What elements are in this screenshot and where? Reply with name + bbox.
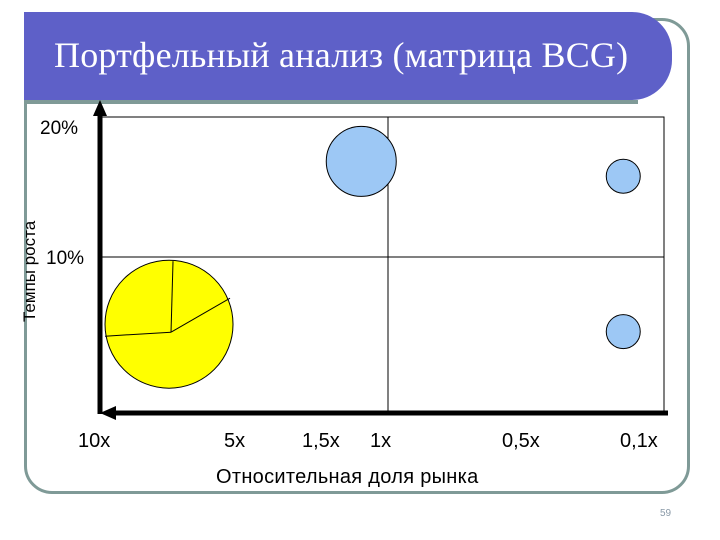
pie-bubble-disc <box>104 259 234 389</box>
x-tick-label-0-5x: 0,5x <box>502 430 540 452</box>
x-axis-arrowhead <box>100 406 116 420</box>
y-tick-label-20: 20% <box>40 118 79 139</box>
title-underline <box>24 100 638 104</box>
x-tick-label-1-5x: 1,5x <box>302 430 340 452</box>
pie-slice-divider-0 <box>170 261 174 333</box>
y-axis-arrowhead <box>93 100 107 116</box>
slide-title: Портфельный анализ (матрица BCG) <box>54 35 629 75</box>
bubble-2 <box>605 314 641 350</box>
y-axis-label: Темпы роста <box>20 220 39 322</box>
bubble-1 <box>605 158 641 194</box>
title-bar: Портфельный анализ (матрица BCG) <box>24 12 672 100</box>
pie-slice-divider-2 <box>104 331 172 337</box>
page-number: 59 <box>660 508 672 519</box>
x-tick-label-5x: 5x <box>224 430 246 452</box>
x-tick-label-1x: 1x <box>370 430 392 452</box>
pie-bubble-3 <box>104 259 234 389</box>
x-axis-label: Относительная доля рынка <box>216 466 479 488</box>
x-tick-label-10x: 10x <box>78 430 111 452</box>
x-tick-label-0-1x: 0,1x <box>620 430 658 452</box>
y-tick-label-10: 10% <box>46 248 85 269</box>
pie-slice-divider-1 <box>170 297 231 333</box>
bubble-0 <box>325 125 397 197</box>
